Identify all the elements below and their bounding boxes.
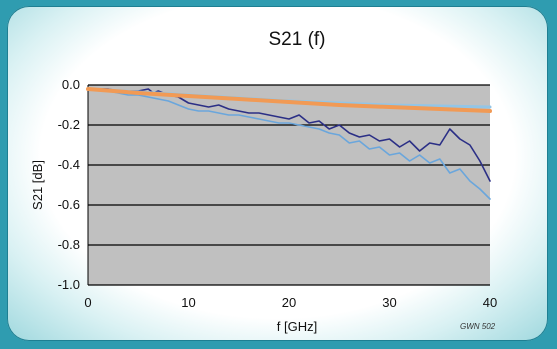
x-tick-label-4: 40 [483,295,497,310]
plot-area [88,85,490,285]
series-line-1 [87,88,491,200]
x-tick-label-1: 10 [181,295,195,310]
x-axis-label: f [GHz] [277,319,317,334]
x-tick-label-3: 30 [382,295,396,310]
y-tick-label-2: -0.4 [58,157,80,172]
y-tick-label-0: 0.0 [62,77,80,92]
x-tick-label-2: 20 [282,295,296,310]
y-tick-label-1: -0.2 [58,117,80,132]
annotation-gwn: GWN 502 [460,322,496,331]
x-tick-label-0: 0 [84,295,91,310]
y-tick-label-5: -1.0 [58,277,80,292]
series-line-3 [86,87,492,113]
chart-title: S21 (f) [268,29,325,50]
y-tick-label-4: -0.8 [58,237,80,252]
y-tick-label-3: -0.6 [58,197,80,212]
y-axis-label: S21 [dB] [30,160,45,210]
